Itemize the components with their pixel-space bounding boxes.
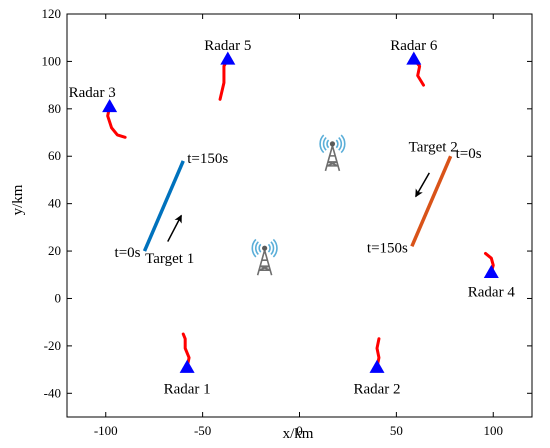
axis-ticks: -100 -50 0 50 100 -40 -20 0 20 40 60 80 100 120 <box>42 6 532 438</box>
radar-marker <box>369 359 385 373</box>
target-1-start-label: t=0s <box>115 245 141 261</box>
target-trajectory <box>142 160 185 252</box>
target-trajectories <box>142 155 453 252</box>
y-tick-label: 120 <box>42 6 62 21</box>
radar-label: Radar 4 <box>468 284 516 300</box>
y-tick-label: 40 <box>48 196 61 211</box>
radar-marker <box>406 51 422 65</box>
target-2-end-label: t=150s <box>367 240 408 256</box>
y-tick-label: 0 <box>55 290 62 305</box>
y-tick-label: 100 <box>42 53 62 68</box>
radar-track <box>106 104 127 139</box>
radar-marker <box>179 359 195 373</box>
target-2-label: Target 2 <box>409 139 458 155</box>
radar-markers <box>102 51 499 373</box>
x-tick-label: 100 <box>484 423 504 438</box>
radar-marker <box>220 51 236 65</box>
x-axis-label: x/km <box>283 426 314 442</box>
direction-arrow <box>167 214 182 242</box>
x-tick-label: -50 <box>194 423 211 438</box>
x-tick-label: 0 <box>296 423 303 438</box>
y-tick-label: 20 <box>48 243 61 258</box>
x-tick-label: 50 <box>390 423 403 438</box>
target-2-start-label: t=0s <box>456 146 482 162</box>
target-trajectory <box>410 155 453 248</box>
towers <box>251 134 346 276</box>
tower-icon <box>251 238 278 276</box>
radar-label: Radar 1 <box>164 382 211 398</box>
tower-icon <box>319 134 346 172</box>
radar-label: Radar 2 <box>353 382 400 398</box>
target-1-end-label: t=150s <box>187 151 228 167</box>
radar-track <box>181 332 191 369</box>
x-tick-label: -100 <box>94 423 118 438</box>
y-tick-label: 60 <box>48 148 61 163</box>
target-1-label: Target 1 <box>145 251 194 267</box>
radar-label: Radar 5 <box>204 38 251 54</box>
y-tick-label: -40 <box>44 385 61 400</box>
y-tick-label: -20 <box>44 338 61 353</box>
plot-area <box>66 13 533 418</box>
radar-marker <box>483 264 499 279</box>
y-axis-label: y/km <box>10 184 26 215</box>
y-tick-label: 80 <box>48 101 61 116</box>
radar-marker <box>102 98 118 113</box>
direction-arrow <box>415 172 430 198</box>
radar-label: Radar 6 <box>390 38 438 54</box>
radar-label: Radar 3 <box>69 85 116 101</box>
